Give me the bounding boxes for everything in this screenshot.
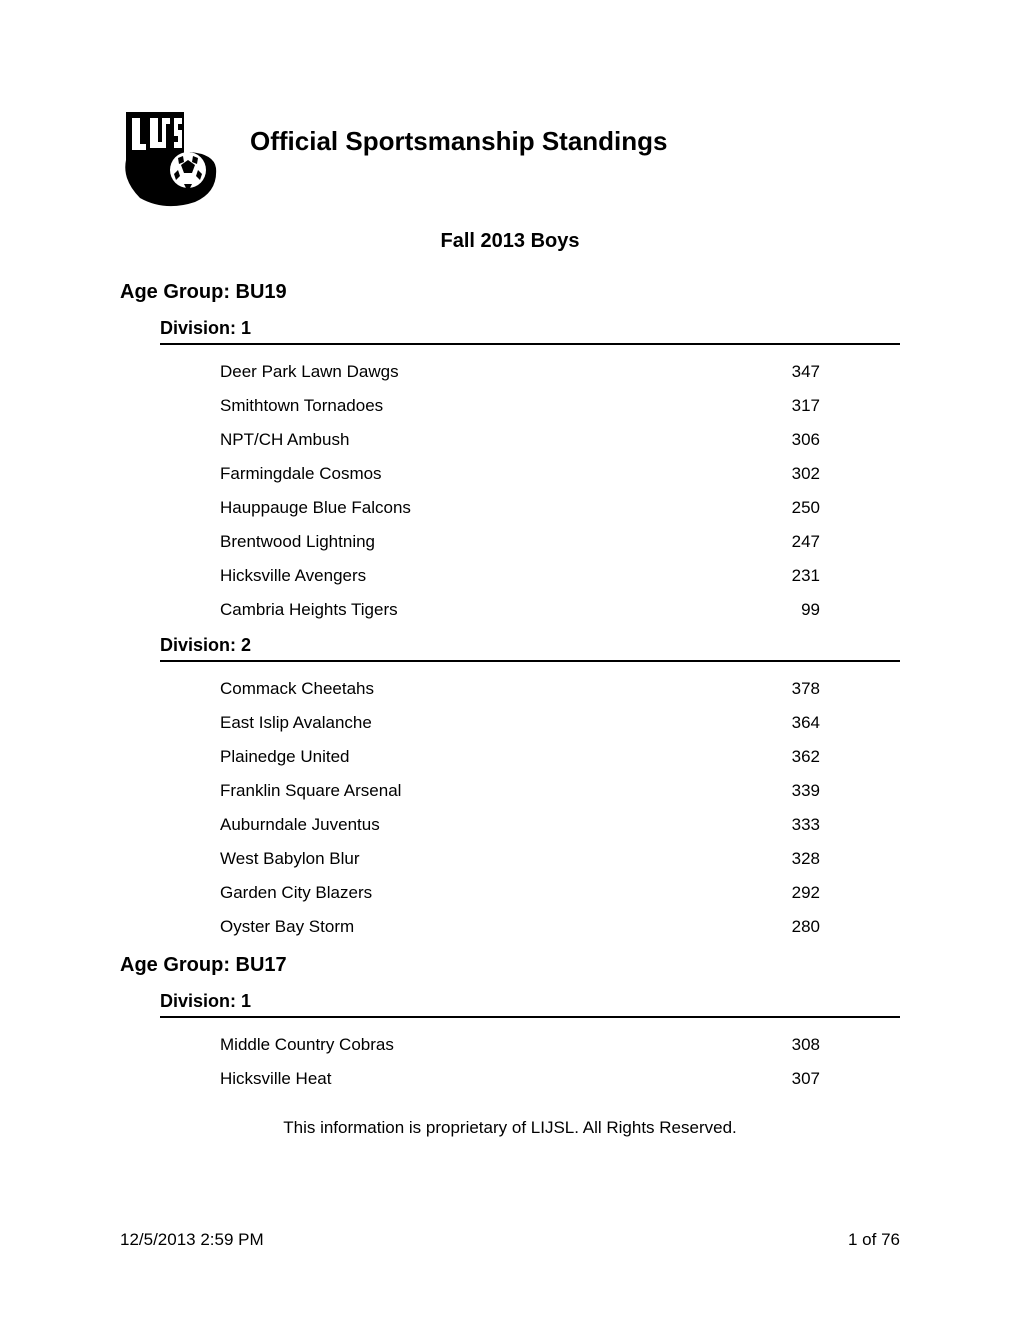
team-score: 378 [780, 679, 900, 699]
team-score: 302 [780, 464, 900, 484]
footer-timestamp: 12/5/2013 2:59 PM [120, 1230, 264, 1250]
document-header: Official Sportsmanship Standings [120, 110, 900, 210]
team-name: Plainedge United [220, 747, 780, 767]
team-score: 250 [780, 498, 900, 518]
page-subtitle: Fall 2013 Boys [120, 230, 900, 253]
team-name: Hauppauge Blue Falcons [220, 498, 780, 518]
team-name: Oyster Bay Storm [220, 917, 780, 937]
team-row: Franklin Square Arsenal339 [160, 774, 900, 808]
team-score: 362 [780, 747, 900, 767]
footer-bar: 12/5/2013 2:59 PM 1 of 76 [120, 1230, 900, 1250]
team-name: Middle Country Cobras [220, 1035, 780, 1055]
team-name: Smithtown Tornadoes [220, 396, 780, 416]
team-row: Deer Park Lawn Dawgs347 [160, 355, 900, 389]
division-block: Division: 1Middle Country Cobras308Hicks… [160, 991, 900, 1096]
footer-page-indicator: 1 of 76 [848, 1230, 900, 1250]
team-name: NPT/CH Ambush [220, 430, 780, 450]
team-name: East Islip Avalanche [220, 713, 780, 733]
team-row: Middle Country Cobras308 [160, 1028, 900, 1062]
team-row: Brentwood Lightning247 [160, 525, 900, 559]
team-name: West Babylon Blur [220, 849, 780, 869]
footer-note: This information is proprietary of LIJSL… [120, 1118, 900, 1138]
team-score: 99 [780, 600, 900, 620]
team-row: Oyster Bay Storm280 [160, 910, 900, 944]
team-row: Hicksville Avengers231 [160, 559, 900, 593]
team-row: West Babylon Blur328 [160, 842, 900, 876]
team-row: Cambria Heights Tigers99 [160, 593, 900, 627]
team-score: 292 [780, 883, 900, 903]
team-row: Garden City Blazers292 [160, 876, 900, 910]
division-block: Division: 2Commack Cheetahs378East Islip… [160, 635, 900, 944]
age-group-heading: Age Group: BU17 [120, 954, 900, 977]
team-score: 364 [780, 713, 900, 733]
team-score: 317 [780, 396, 900, 416]
team-score: 306 [780, 430, 900, 450]
team-score: 280 [780, 917, 900, 937]
division-heading: Division: 1 [160, 991, 900, 1018]
team-row: Commack Cheetahs378 [160, 672, 900, 706]
team-name: Auburndale Juventus [220, 815, 780, 835]
team-name: Franklin Square Arsenal [220, 781, 780, 801]
lijsl-logo-icon [120, 110, 220, 210]
team-row: Hicksville Heat307 [160, 1062, 900, 1096]
division-heading: Division: 2 [160, 635, 900, 662]
team-score: 339 [780, 781, 900, 801]
team-row: Smithtown Tornadoes317 [160, 389, 900, 423]
team-name: Garden City Blazers [220, 883, 780, 903]
team-score: 328 [780, 849, 900, 869]
team-score: 347 [780, 362, 900, 382]
page-title: Official Sportsmanship Standings [250, 126, 668, 157]
team-row: Farmingdale Cosmos302 [160, 457, 900, 491]
team-score: 307 [780, 1069, 900, 1089]
team-name: Hicksville Avengers [220, 566, 780, 586]
standings-content: Age Group: BU19 Division: 1 Deer Park Lawn… [120, 281, 900, 1096]
team-name: Deer Park Lawn Dawgs [220, 362, 780, 382]
team-score: 308 [780, 1035, 900, 1055]
age-group-heading: Age Group: BU19 [120, 281, 900, 304]
team-name: Commack Cheetahs [220, 679, 780, 699]
division-block: Division: 1Deer Park Lawn Dawgs347Smitht… [160, 318, 900, 627]
team-row: Plainedge United362 [160, 740, 900, 774]
team-name: Brentwood Lightning [220, 532, 780, 552]
team-score: 247 [780, 532, 900, 552]
team-row: NPT/CH Ambush306 [160, 423, 900, 457]
team-row: East Islip Avalanche364 [160, 706, 900, 740]
team-name: Hicksville Heat [220, 1069, 780, 1089]
team-name: Cambria Heights Tigers [220, 600, 780, 620]
team-row: Auburndale Juventus333 [160, 808, 900, 842]
team-score: 231 [780, 566, 900, 586]
team-row: Hauppauge Blue Falcons250 [160, 491, 900, 525]
team-name: Farmingdale Cosmos [220, 464, 780, 484]
division-heading: Division: 1 [160, 318, 900, 345]
team-score: 333 [780, 815, 900, 835]
